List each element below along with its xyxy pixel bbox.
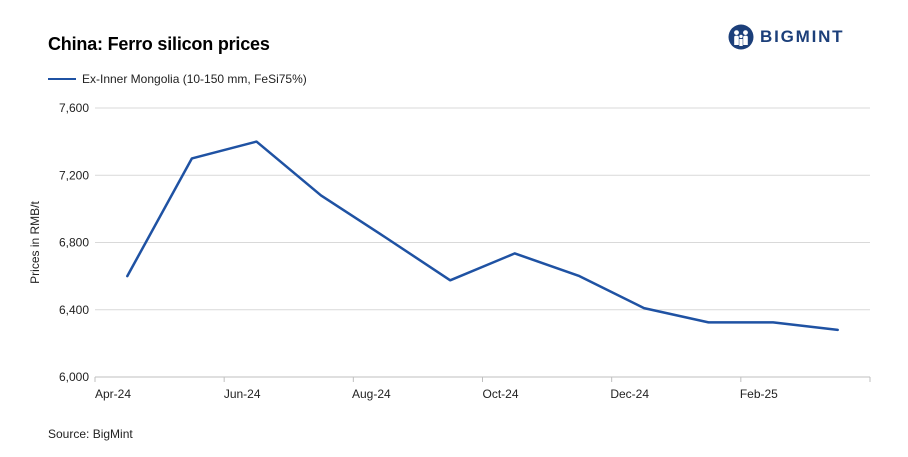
y-tick-label: 7,200 [59, 168, 89, 182]
legend: Ex-Inner Mongolia (10-150 mm, FeSi75%) [48, 72, 307, 86]
x-tick-label: Oct-24 [482, 387, 518, 401]
x-tick-label: Dec-24 [610, 387, 649, 401]
x-tick-label: Apr-24 [95, 387, 131, 401]
y-tick-label: 6,000 [59, 370, 89, 384]
y-tick-label: 6,800 [59, 236, 89, 250]
y-tick-label: 7,600 [59, 101, 89, 115]
x-tick-label: Feb-25 [740, 387, 778, 401]
y-tick-label: 6,400 [59, 303, 89, 317]
brand-name: BIGMINT [760, 27, 845, 46]
x-tick-label: Jun-24 [224, 387, 261, 401]
bigmint-logo-icon [728, 24, 754, 50]
chart-title: China: Ferro silicon prices [48, 34, 270, 54]
brand-logo: BIGMINT [728, 24, 844, 50]
x-tick-label: Aug-24 [352, 387, 391, 401]
series-line [126, 140, 839, 332]
y-axis-label: Prices in RMB/t [28, 200, 42, 283]
source-note: Source: BigMint [48, 427, 133, 441]
legend-label: Ex-Inner Mongolia (10-150 mm, FeSi75%) [82, 72, 307, 86]
legend-line-swatch [48, 77, 76, 81]
